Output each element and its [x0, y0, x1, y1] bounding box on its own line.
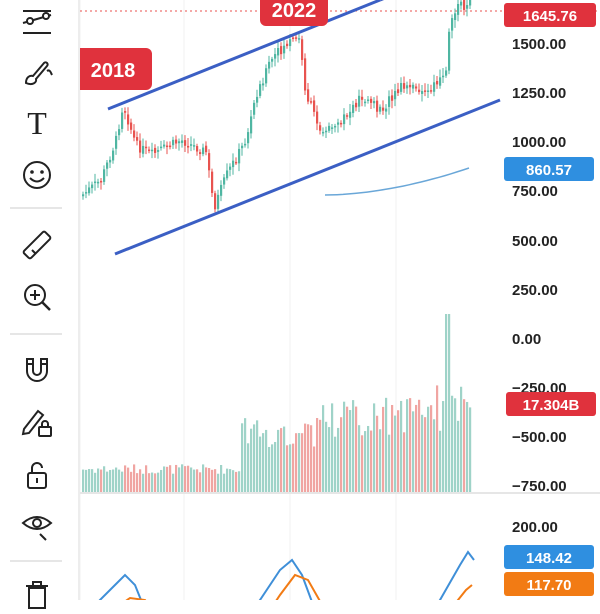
toolbar-divider — [78, 0, 80, 600]
hide-tool[interactable] — [14, 505, 60, 545]
text-icon: T — [27, 104, 47, 141]
magnet-icon — [26, 358, 48, 382]
oscillator-line-orange — [125, 573, 473, 600]
callout-2018-label: 2018 — [91, 60, 136, 82]
svg-text:148.42: 148.42 — [526, 550, 572, 567]
chart-grid — [80, 0, 397, 600]
oscillator-tick: 200.00 — [512, 519, 558, 536]
callout-2022-label: 2022 — [272, 0, 317, 22]
price-axis[interactable]: 1500.00 1250.00 1000.00 750.00 500.00 25… — [512, 36, 567, 495]
price-tick: −500.00 — [512, 429, 567, 446]
oscillator-orange-badge: 117.70 — [504, 572, 594, 596]
oscillator-axis[interactable]: 200.00 148.42 117.70 — [504, 519, 594, 596]
text-tool[interactable]: T — [14, 103, 60, 143]
price-tick: 1250.00 — [512, 85, 566, 102]
toolbar-separator — [10, 333, 62, 335]
lock-tool[interactable] — [14, 455, 60, 495]
pencil-lock-icon — [21, 409, 52, 437]
svg-text:1645.76: 1645.76 — [523, 8, 577, 25]
channel-lower-line[interactable] — [114, 98, 501, 256]
oscillator-line-blue — [98, 550, 475, 600]
lock-drawings-tool[interactable] — [14, 402, 60, 442]
ruler-icon — [22, 230, 52, 260]
price-tick: 750.00 — [512, 183, 558, 200]
price-tick: 1000.00 — [512, 134, 566, 151]
candlesticks — [82, 0, 472, 213]
emoji-tool[interactable] — [14, 155, 60, 195]
callout-2022[interactable]: 2022 — [260, 0, 328, 26]
price-tick: 500.00 — [512, 233, 558, 250]
price-chart[interactable]: 2018 2022 1500.00 1250.00 1000.00 750.00… — [80, 0, 600, 600]
smiley-icon — [23, 161, 51, 189]
svg-text:117.70: 117.70 — [526, 577, 571, 594]
ruler-tool[interactable] — [14, 225, 60, 265]
moving-average-badge: 860.57 — [504, 157, 594, 181]
brush-tool[interactable] — [14, 52, 60, 92]
svg-text:17.304B: 17.304B — [523, 397, 580, 414]
magnet-tool[interactable] — [14, 350, 60, 390]
toolbar-separator — [10, 560, 62, 562]
toolbar-separator — [10, 207, 62, 209]
oscillator-blue-badge: 148.42 — [504, 545, 594, 569]
zoom-in-icon — [24, 284, 51, 311]
trash-icon — [26, 581, 48, 609]
moving-average-line — [324, 167, 470, 196]
unlock-icon — [27, 462, 47, 489]
trend-lines-tool[interactable] — [14, 0, 60, 40]
drawing-toolbar: T — [0, 0, 76, 609]
zoom-tool[interactable] — [14, 277, 60, 317]
channel-upper-line[interactable] — [107, 0, 381, 111]
price-tick: 250.00 — [512, 282, 558, 299]
brush-icon — [24, 61, 53, 86]
last-price-badge: 1645.76 — [504, 3, 596, 27]
volume-bars — [82, 314, 472, 492]
eye-icon — [21, 516, 53, 541]
price-tick: 1500.00 — [512, 36, 566, 53]
volume-badge: 17.304B — [506, 392, 596, 416]
trend-lines-icon — [22, 10, 52, 34]
delete-tool[interactable] — [14, 574, 60, 614]
callout-2018[interactable]: 2018 — [80, 48, 152, 90]
price-tick: −750.00 — [512, 478, 567, 495]
price-tick: 0.00 — [512, 331, 541, 348]
svg-text:860.57: 860.57 — [526, 162, 572, 179]
